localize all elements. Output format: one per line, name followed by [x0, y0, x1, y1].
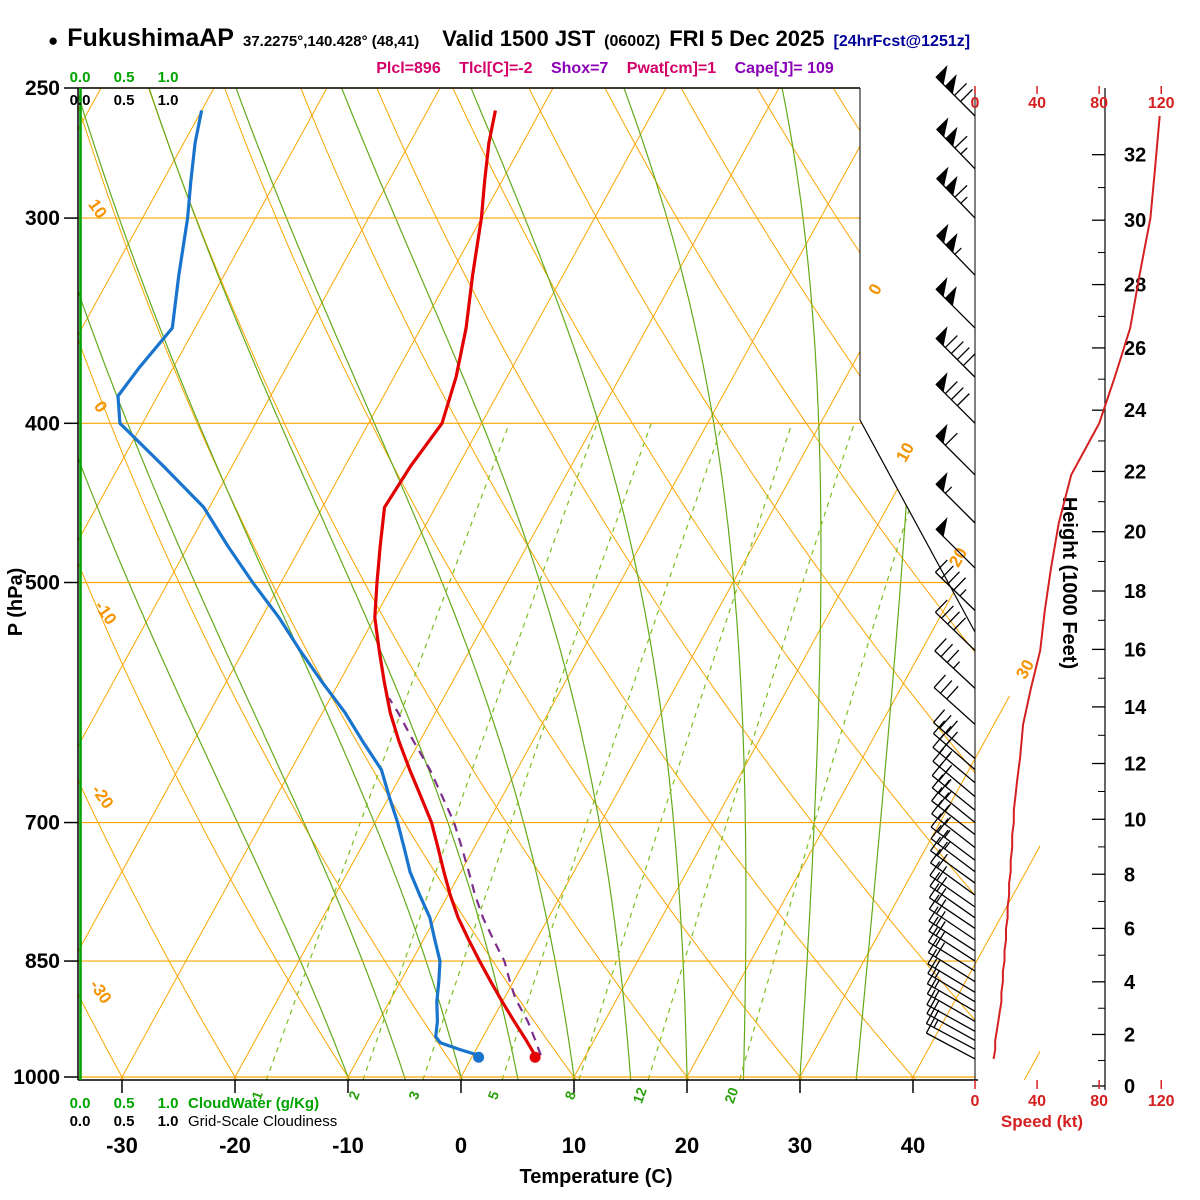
height-tick-label: 4 [1124, 972, 1136, 994]
cloudwater-axis-label: CloudWater (g/Kg) [188, 1095, 319, 1112]
isotherm-label: 10 [892, 439, 918, 465]
height-tick-label: 2 [1124, 1024, 1135, 1046]
index-cape: Cape[J]= 109 [734, 60, 834, 77]
speed-tick-label-bottom: 80 [1090, 1093, 1108, 1110]
cloudiness-scale-bottom: 0.0 [70, 1113, 91, 1130]
temp-tick-label: -10 [332, 1133, 364, 1158]
pressure-tick-label: 850 [25, 950, 60, 973]
temp-tick-label: 20 [675, 1133, 699, 1158]
cloudiness-scale-bottom: 0.5 [114, 1113, 135, 1130]
index-pwat: Pwat[cm]=1 [626, 60, 717, 77]
isotherms [78, 88, 1040, 1080]
sounding-indices: Plcl=896 Tlcl[C]=-2 Shox=7 Pwat[cm]=1 Ca… [295, 60, 915, 78]
cloudwater-scale-bottom: 0.5 [114, 1095, 135, 1112]
station-coords: 37.2275°,140.428° (48,41) [242, 33, 420, 50]
cloudwater-scale-top: 1.0 [158, 69, 179, 86]
height-tick-label: 24 [1124, 400, 1147, 422]
temp-tick-label: 10 [562, 1133, 586, 1158]
temperature-curve [373, 110, 537, 1057]
height-tick-label: 14 [1124, 697, 1147, 719]
height-tick-label: 10 [1124, 809, 1146, 831]
cloudiness-scale-top: 0.0 [70, 92, 91, 109]
height-tick-label: 12 [1124, 754, 1146, 776]
speed-axis-title: Speed (kt) [1001, 1112, 1083, 1131]
temp-tick-label: -30 [106, 1133, 138, 1158]
pressure-tick-label: 1000 [13, 1066, 60, 1089]
pressure-tick-label: 700 [25, 812, 60, 835]
cloudwater-scale-top: 0.0 [70, 69, 91, 86]
mixing-ratio-label: 12 [629, 1085, 649, 1105]
mixing-ratio-label: 8 [561, 1089, 579, 1102]
height-tick-label: 16 [1124, 639, 1146, 661]
forecast-tag: [24hrFcst@1251z] [833, 33, 971, 50]
speed-tick-label-top: 120 [1148, 95, 1175, 112]
dry-adiabats [78, 88, 975, 1080]
temp-tick-label: -20 [219, 1133, 251, 1158]
dry-adiabat-label: -30 [86, 976, 116, 1007]
valid-date: FRI 5 Dec 2025 [669, 26, 825, 51]
cloudiness-axis-label: Grid-Scale Cloudiness [188, 1113, 337, 1130]
height-tick-label: 6 [1124, 918, 1135, 940]
moist-lines [78, 88, 937, 1080]
height-tick-label: 0 [1124, 1076, 1135, 1098]
index-shox: Shox=7 [550, 60, 609, 77]
cloudwater-scale-bottom: 1.0 [158, 1095, 179, 1112]
isotherm-label: 0 [865, 281, 886, 298]
parcel-curve [388, 697, 542, 1056]
cloudwater-scale-bottom: 0.0 [70, 1095, 91, 1112]
pressure-axis-title: P (hPa) [5, 568, 27, 637]
height-tick-label: 18 [1124, 581, 1146, 603]
cloudiness-scale-bottom: 1.0 [158, 1113, 179, 1130]
height-tick-label: 32 [1124, 145, 1146, 167]
cloudwater-scale-top: 0.5 [114, 69, 135, 86]
pressure-tick-label: 400 [25, 412, 60, 435]
mixing-ratio-label: 5 [484, 1089, 502, 1102]
speed-tick-label-bottom: 120 [1148, 1093, 1175, 1110]
height-tick-label: 28 [1124, 275, 1146, 297]
temp-tick-label: 0 [455, 1133, 467, 1158]
pressure-tick-label: 250 [25, 77, 60, 100]
speed-tick-label-bottom: 0 [971, 1093, 980, 1110]
surface-dewpoint-dot [473, 1051, 485, 1063]
temp-tick-label: 30 [788, 1133, 812, 1158]
height-tick-label: 20 [1124, 522, 1146, 544]
height-tick-label: 8 [1124, 864, 1135, 886]
cloudiness-scale-top: 0.5 [114, 92, 135, 109]
mixing-ratio-label: 20 [721, 1085, 741, 1105]
profiles [116, 110, 542, 1063]
cloudiness-scale-top: 1.0 [158, 92, 179, 109]
dry-adiabat-label: -20 [88, 781, 118, 812]
surface-temp-dot [529, 1051, 541, 1063]
dry-adiabat-label: 0 [90, 398, 111, 417]
index-tlcl: Tlcl[C]=-2 [459, 60, 533, 77]
index-plcl: Plcl=896 [376, 60, 441, 77]
speed-tick-label-top: 40 [1028, 95, 1046, 112]
speed-tick-label-top: 0 [971, 95, 980, 112]
pressure-tick-label: 300 [25, 207, 60, 230]
pressure-tick-label: 500 [25, 572, 60, 595]
station-bullet: ● [48, 31, 59, 50]
chart-header: ● FukushimaAP 37.2275°,140.428° (48,41) … [48, 24, 970, 53]
speed-tick-label-bottom: 40 [1028, 1093, 1046, 1110]
mixing-ratio-label: 3 [405, 1089, 423, 1102]
isotherm-label: 20 [945, 544, 971, 570]
height-tick-label: 22 [1124, 461, 1146, 483]
temp-tick-label: 40 [901, 1133, 925, 1158]
valid-utc: (0600Z) [604, 33, 661, 50]
wind-speed-curve [992, 115, 1161, 1060]
height-tick-label: 30 [1124, 210, 1146, 232]
height-tick-label: 26 [1124, 338, 1146, 360]
station-name: FukushimaAP [67, 24, 234, 52]
wind-barbs [925, 64, 976, 1060]
dewpoint-curve [116, 110, 480, 1057]
valid-time: Valid 1500 JST [442, 26, 596, 51]
height-axis-title: Height (1000 Feet) [1058, 497, 1080, 669]
speed-tick-label-top: 80 [1090, 95, 1108, 112]
temp-axis-title: Temperature (C) [520, 1166, 673, 1188]
